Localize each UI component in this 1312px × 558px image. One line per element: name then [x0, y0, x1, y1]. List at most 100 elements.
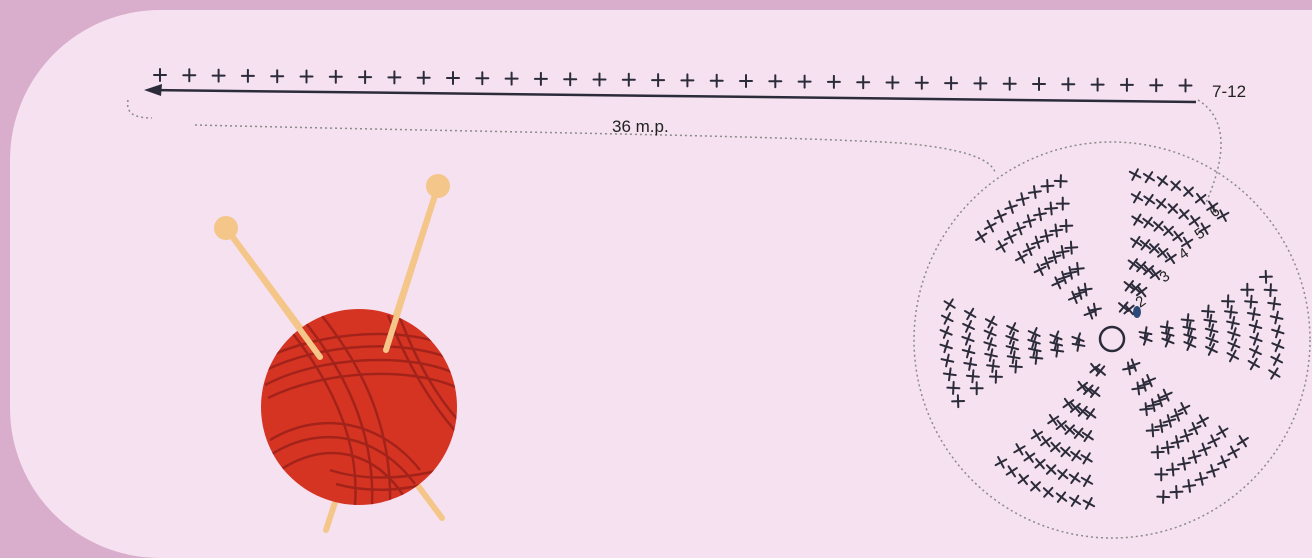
motif-stitch-mark — [994, 456, 1008, 469]
motif-stitch-mark — [1139, 402, 1154, 417]
motif-stitch-mark — [1013, 443, 1026, 456]
motif-outline — [913, 141, 1311, 539]
motif-stitch-mark — [1050, 343, 1065, 358]
motif-stitch-mark — [1227, 338, 1241, 352]
magic-ring-icon — [1098, 325, 1126, 353]
motif-stitch-mark — [1040, 435, 1052, 448]
motif-stitch-mark — [1149, 243, 1160, 254]
motif-stitch-mark — [942, 367, 957, 382]
motif-stitch-mark — [1072, 427, 1085, 439]
motif-stitch-mark — [1055, 245, 1070, 259]
motif-stitch-mark — [1263, 283, 1278, 298]
row-stitch-mark — [1002, 76, 1017, 91]
row-stitch-mark — [153, 68, 167, 82]
motif-stitch-mark — [1205, 343, 1218, 356]
motif-stitch-mark — [1142, 216, 1154, 229]
motif-stitch-mark — [1153, 220, 1164, 232]
motif-stitch-mark — [1142, 171, 1155, 184]
motif-stitch-mark — [1181, 236, 1194, 249]
motif-stitch-mark — [1004, 200, 1018, 214]
motif-stitch-mark — [1027, 335, 1041, 349]
row-stitch-mark — [944, 76, 959, 91]
row-stitch-mark — [709, 73, 724, 88]
motif-stitch-mark — [1137, 378, 1151, 392]
motif-stitch-mark — [983, 337, 997, 351]
direction-arrow-icon — [144, 84, 162, 96]
motif-stitch-mark — [986, 359, 1000, 373]
motif-stitch-mark — [1156, 175, 1169, 187]
motif-stitch-mark — [1012, 222, 1027, 236]
motif-stitch-mark — [1023, 451, 1036, 463]
stitch-marker-icon — [1133, 306, 1141, 318]
motif-stitch-mark — [984, 315, 998, 329]
row-stitch-mark — [768, 74, 783, 89]
motif-stitch-mark — [1268, 367, 1281, 380]
motif-stitch-mark — [1128, 168, 1142, 181]
row-stitch-mark — [592, 72, 607, 87]
row-stitch-marks — [153, 68, 1193, 93]
motif-stitch-mark — [1064, 424, 1075, 435]
motif-stitch-mark — [940, 353, 955, 368]
motif-stitch-mark — [1053, 174, 1068, 189]
row-stitch-mark — [533, 71, 548, 86]
motif-stitch-mark — [1249, 332, 1263, 346]
motif-stitch-mark — [1221, 294, 1236, 309]
motif-stitch-mark — [963, 357, 978, 371]
motif-stitch-mark — [1170, 435, 1185, 449]
motif-stitch-mark — [1130, 235, 1143, 248]
row-stitch-mark — [504, 71, 519, 86]
motif-stitch-mark — [1161, 334, 1175, 348]
motif-stitch-mark — [1047, 413, 1060, 426]
motif-stitch-mark — [1062, 397, 1075, 410]
motif-stitch-mark — [1055, 196, 1070, 211]
motif-stitch-mark — [1083, 384, 1094, 395]
row-stitch-mark — [914, 75, 929, 90]
motif-stitch-mark — [1207, 434, 1221, 448]
motif-stitch-mark — [1063, 265, 1078, 280]
motif-stitch-mark — [962, 320, 975, 333]
motif-stitch-mark — [1227, 445, 1241, 459]
motif-stitch-marks — [939, 168, 1285, 510]
motif-stitch-mark — [1143, 193, 1156, 206]
row-stitch-mark — [358, 70, 373, 85]
motif-stitch-mark — [1070, 261, 1085, 276]
motif-stitch-mark — [1169, 484, 1184, 499]
motif-stitch-mark — [1088, 386, 1101, 398]
row-stitch-mark — [1178, 78, 1193, 93]
motif-stitch-mark — [1015, 192, 1030, 206]
motif-stitch-mark — [1204, 323, 1219, 338]
motif-stitch-mark — [1159, 388, 1173, 402]
motif-stitch-mark — [1198, 222, 1211, 235]
row-stitch-mark — [446, 71, 460, 85]
motif-stitch-mark — [1027, 327, 1041, 341]
motif-stitch-mark — [1049, 337, 1064, 351]
motif-stitch-mark — [1005, 465, 1018, 478]
motif-stitch-mark — [1155, 198, 1167, 210]
motif-stitch-mark — [1030, 480, 1041, 492]
row-stitch-mark — [211, 68, 226, 83]
motif-stitch-mark — [1226, 316, 1240, 330]
motif-stitch-mark — [1153, 393, 1167, 408]
row-stitch-mark — [387, 70, 402, 85]
needle-tip-front-2 — [383, 183, 441, 353]
motif-stitch-mark — [1067, 290, 1082, 304]
motif-stitch-mark — [1240, 282, 1255, 297]
motif-stitch-mark — [993, 209, 1007, 223]
motif-stitch-mark — [1068, 472, 1081, 485]
row-range-label: 7-12 — [1212, 82, 1246, 101]
motif-stitch-mark — [1143, 264, 1155, 276]
motif-stitch-mark — [1042, 486, 1054, 498]
motif-stitch-mark — [1183, 186, 1194, 198]
motif-stitch-mark — [1269, 310, 1284, 325]
motif-stitch-mark — [983, 219, 997, 233]
motif-stitch-mark — [1267, 296, 1282, 311]
motif-stitch-mark — [1030, 429, 1043, 442]
row-stitch-mark — [1090, 77, 1105, 92]
motif-stitch-mark — [1064, 240, 1079, 255]
motif-stitch-mark — [1271, 324, 1285, 339]
motif-stitch-mark — [1178, 208, 1190, 220]
motif-stitch-mark — [1182, 479, 1197, 493]
motif-stitch-mark — [1008, 359, 1023, 374]
motif-stitch-mark — [1123, 280, 1136, 292]
row-stitch-mark — [680, 73, 695, 88]
